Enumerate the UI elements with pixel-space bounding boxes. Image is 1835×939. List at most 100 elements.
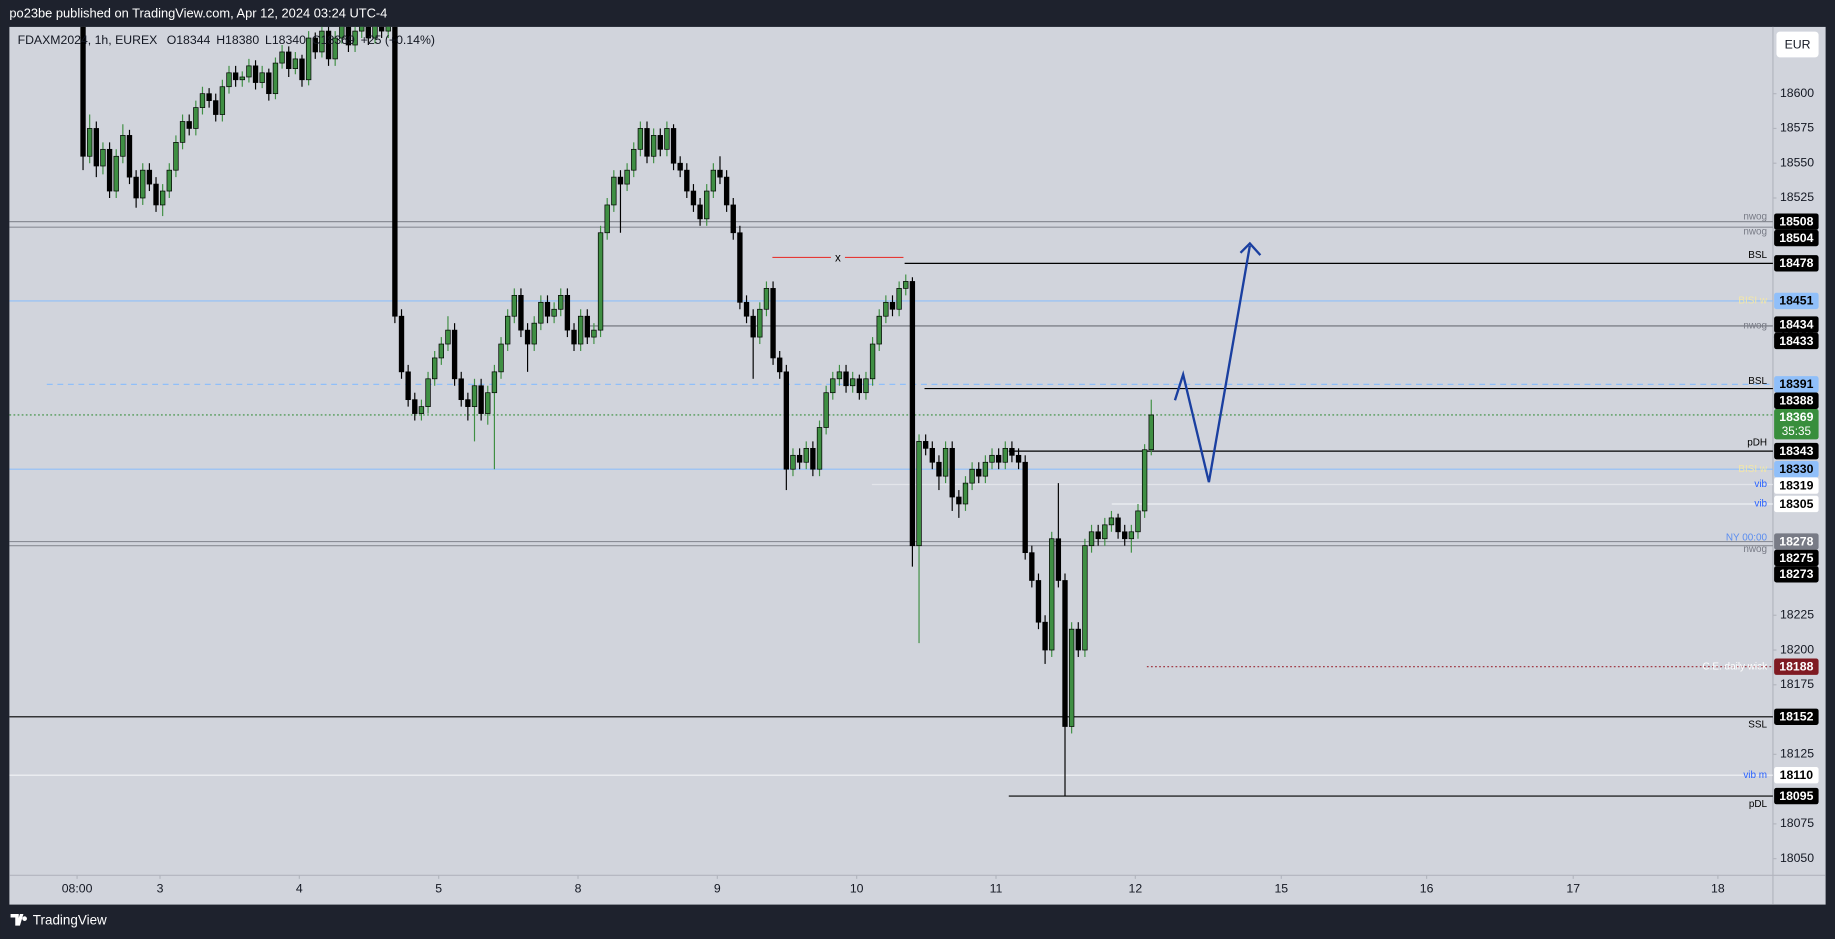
candle-body [140, 169, 146, 199]
time-axis: 08:00 3 4 5 8 9 10 11 12 15 16 17 18 [62, 875, 1725, 896]
candle-body [266, 72, 272, 95]
candle-body [591, 329, 597, 338]
candle-body [292, 58, 299, 69]
candle-body [723, 176, 730, 206]
candle-body [213, 100, 219, 115]
candle-body [631, 148, 637, 171]
candle-body [956, 496, 962, 505]
candle-body [385, 26, 391, 32]
candle-body [657, 135, 663, 150]
candle-body [246, 65, 252, 78]
candle-body [770, 288, 776, 359]
candle-body [193, 107, 199, 129]
price-box [1774, 376, 1819, 393]
price-axis: 1805018075181251817518200182251842518525… [1772, 86, 1814, 865]
candle-body [896, 288, 902, 310]
price-box [1774, 787, 1819, 805]
candle-body [916, 441, 922, 547]
candle-body [232, 72, 239, 81]
candle-body [319, 30, 325, 53]
candle-body [710, 169, 717, 192]
candle-body [100, 148, 106, 167]
candle-body [843, 371, 849, 387]
price-box-label: 18110 [1780, 768, 1814, 782]
price-box [1774, 566, 1819, 583]
price-box [1774, 658, 1819, 675]
price-box-label: 18433 [1779, 334, 1813, 348]
level-label: SSL [1748, 720, 1767, 731]
candle-body [737, 232, 743, 303]
candle-body [717, 169, 723, 178]
candle-body [113, 155, 119, 192]
candle-body [524, 329, 531, 345]
candle-body [551, 308, 557, 317]
candle-body [226, 72, 232, 88]
y-tick-label: 18175 [1780, 677, 1814, 691]
candle-body [153, 183, 159, 206]
candle-body [325, 30, 332, 60]
level-label: C.E. daily wick [1702, 661, 1767, 672]
candle-body [1009, 447, 1015, 456]
legend-symbol: FDAXM2024, 1h, EUREX [18, 33, 158, 47]
candle-body [922, 441, 929, 449]
candle-body [359, 26, 365, 32]
price-box [1774, 442, 1819, 460]
candle-body [511, 295, 517, 317]
candle-body [783, 371, 790, 470]
y-tick-label: 18225 [1780, 607, 1814, 621]
candle-body [518, 295, 524, 331]
candle-body [425, 378, 431, 407]
candle-body [166, 169, 172, 192]
y-tick-label: 18575 [1780, 121, 1814, 135]
candle-body [478, 385, 484, 414]
candle-body [498, 343, 504, 373]
y-tick-label: 18525 [1780, 190, 1814, 204]
candle-body [332, 37, 338, 60]
levels [9, 221, 1773, 797]
price-box-label: 18504 [1779, 231, 1813, 245]
candle-body [637, 128, 644, 150]
legend-high: H18380 [216, 33, 259, 47]
currency-label[interactable]: EUR [1785, 37, 1811, 51]
level-label: pDL [1749, 799, 1768, 810]
candle-body [903, 281, 909, 289]
price-box [1774, 767, 1819, 784]
level-label: vib [1754, 499, 1767, 510]
currency-button[interactable] [1776, 31, 1819, 58]
candle-body [272, 62, 279, 95]
candle-body [558, 295, 564, 310]
candle-body [796, 454, 803, 463]
y-tick-label: 18125 [1780, 747, 1814, 761]
x-tick-label: 15 [1274, 882, 1288, 896]
candle-body [790, 454, 796, 470]
level-label: BISI w [1738, 464, 1768, 475]
candle-body [876, 315, 882, 345]
candle-body [412, 399, 418, 414]
candle-body [1115, 517, 1121, 533]
price-box-label: 18451 [1779, 294, 1813, 308]
candle-body [757, 308, 763, 338]
candle-body [1035, 580, 1042, 623]
candle-body [1075, 628, 1081, 651]
candle-body [863, 378, 869, 394]
price-box-label: 18278 [1779, 534, 1813, 548]
price-box [1774, 392, 1819, 409]
candle-body [299, 58, 305, 81]
candle-body [339, 26, 345, 39]
candle-body [305, 37, 312, 81]
level-label: BISI w [1738, 296, 1768, 307]
header-text: po23be published on TradingView.com, Apr… [9, 5, 387, 20]
x-tick-label: 3 [157, 882, 164, 896]
candle-body [564, 295, 571, 331]
candles [80, 26, 1154, 797]
candle-body [982, 461, 989, 477]
level-label: vib [1754, 479, 1767, 490]
y-tick-label: 18050 [1780, 851, 1814, 865]
level-label: pDH [1747, 438, 1767, 449]
level-label: BSL [1748, 376, 1767, 387]
countdown: 35:35 [1782, 425, 1812, 438]
x-tick-label: 18 [1711, 882, 1725, 896]
candle-body [398, 315, 405, 373]
candle-body [816, 427, 823, 470]
